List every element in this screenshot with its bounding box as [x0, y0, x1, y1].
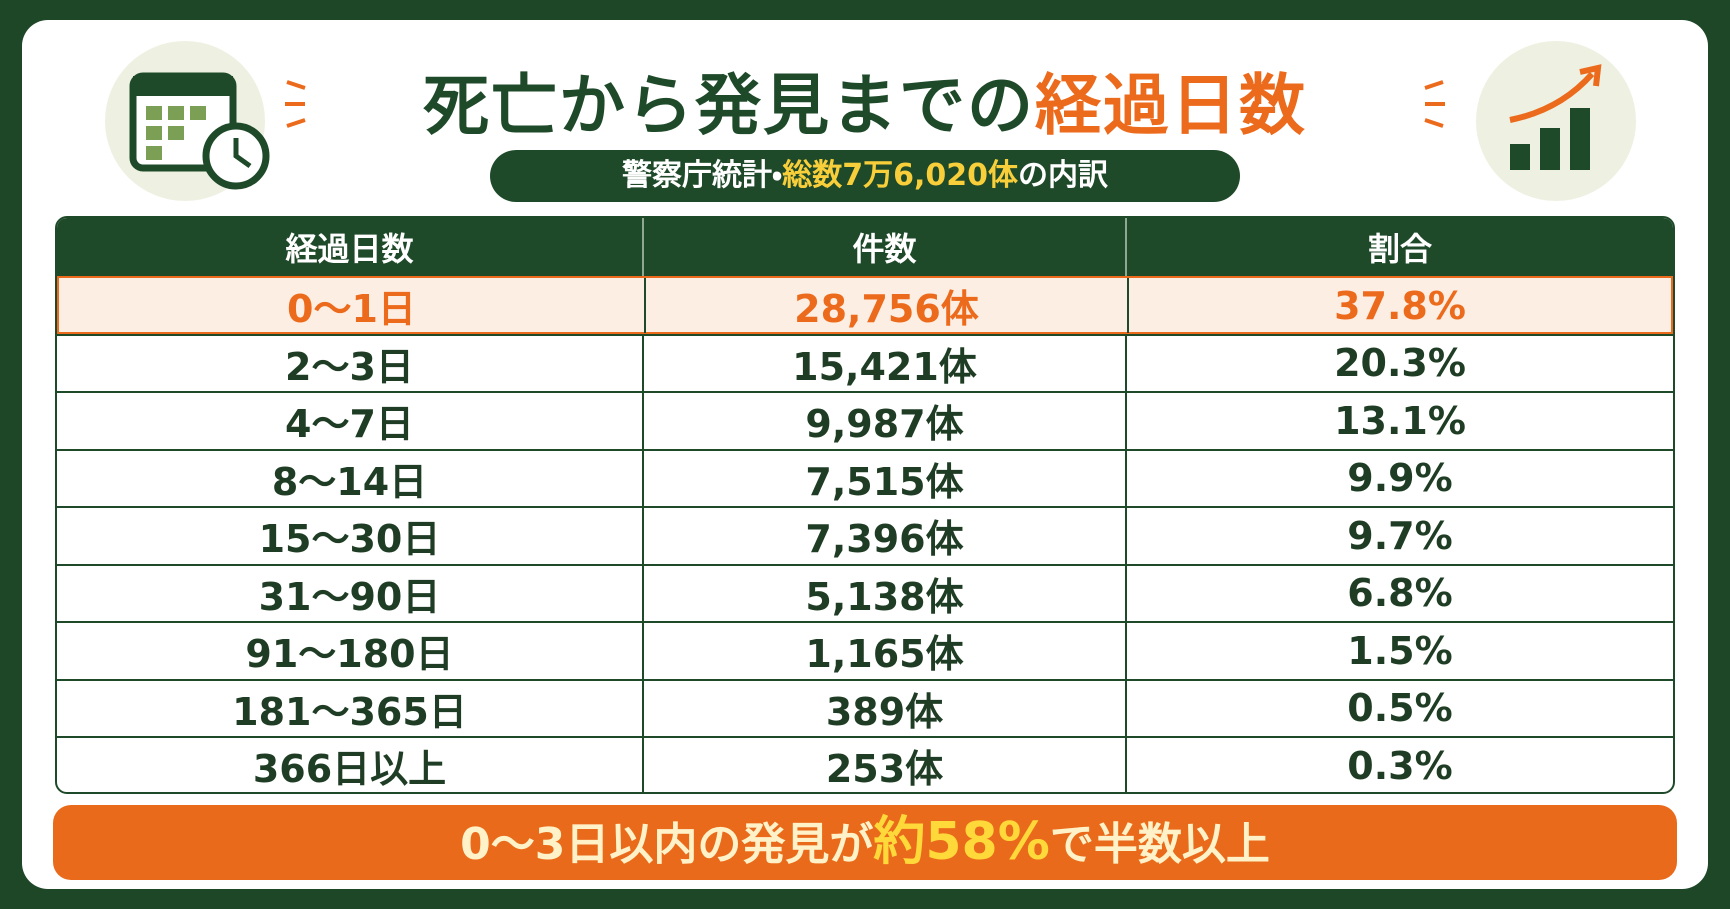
table-row: 0～1日 28,756体 37.8%	[57, 276, 1673, 334]
table-cell: 7,515体	[642, 450, 1125, 506]
table-cell: 1,165体	[642, 623, 1125, 679]
table-row: 4～7日 9,987体 13.1%	[57, 391, 1673, 449]
table-cell: 5,138体	[642, 565, 1125, 621]
table-cell: 9.7%	[1125, 508, 1673, 564]
column-header: 件数	[642, 218, 1125, 276]
calendar-top	[133, 76, 233, 96]
table-cell: 4～7日	[285, 402, 414, 447]
table-cell: 20.3%	[1125, 335, 1673, 391]
table-cell: 0～1日	[287, 287, 416, 331]
table-row: 91～180日 1,165体 1.5%	[57, 621, 1673, 679]
footer-tail: で半数以上	[1049, 819, 1270, 870]
title-main: 死亡から発見までの	[423, 67, 1035, 144]
table-row: 15～30日 7,396体 9.7%	[57, 506, 1673, 564]
table-header: 経過日数 件数 割合	[57, 218, 1673, 276]
growth-arrow	[1509, 72, 1595, 123]
column-header: 経過日数	[285, 230, 414, 268]
table-cell: 37.8%	[1127, 278, 1671, 333]
table-cell: 13.1%	[1125, 393, 1673, 449]
title: 死亡から発見までの経過日数	[0, 52, 1730, 148]
growth-bars	[1510, 108, 1590, 170]
table-cell: 9.9%	[1125, 450, 1673, 506]
table-cell: 2～3日	[285, 344, 414, 389]
table: 経過日数 件数 割合 0～1日 28,756体 37.8% 2～3日 15,421体 20.3%…	[55, 216, 1675, 794]
table-row: 181～365日 389体 0.5%	[57, 678, 1673, 736]
table-cell: 8～14日	[271, 459, 428, 504]
table-row: 2～3日 15,421体 20.3%	[57, 333, 1673, 391]
calendar-cells	[146, 106, 206, 160]
table-cell: 6.8%	[1125, 565, 1673, 621]
subtitle-accent: 総数7万6,020体	[782, 158, 1018, 193]
table-cell: 389体	[642, 680, 1125, 736]
table-cell: 1.5%	[1125, 623, 1673, 679]
table-cell: 0.3%	[1125, 738, 1673, 792]
growth-arrow-head	[1579, 64, 1602, 87]
table-row: 31～90日 5,138体 6.8%	[57, 563, 1673, 621]
table-cell: 0.5%	[1125, 680, 1673, 736]
table-cell: 9,987体	[642, 393, 1125, 449]
table-cell: 91～180日	[245, 632, 454, 677]
subtitle: 警察庁統計・総数7万6,020体の内訳	[490, 150, 1240, 202]
table-cell: 7,396体	[642, 508, 1125, 564]
table-cell: 366日以上	[252, 747, 447, 792]
table-row: 366日以上 253体 0.3%	[57, 736, 1673, 792]
footer-accent: 約58%	[873, 812, 1050, 872]
table-cell: 31～90日	[258, 574, 441, 619]
table-cell: 28,756体	[644, 278, 1127, 333]
table-row: 8～14日 7,515体 9.9%	[57, 448, 1673, 506]
title-accent: 経過日数	[1035, 67, 1307, 144]
clock-hands	[233, 138, 252, 169]
title-sparks	[285, 80, 1445, 128]
column-header: 割合	[1125, 218, 1673, 276]
subtitle-end: の内訳	[1017, 158, 1108, 193]
table-cell: 15～30日	[258, 517, 441, 562]
table-cell: 181～365日	[232, 689, 467, 734]
table-cell: 253体	[642, 738, 1125, 792]
table-cell: 15,421体	[642, 335, 1125, 391]
footer-lead: 0～3日以内の発見が	[460, 819, 874, 870]
subtitle-main: 警察庁統計・	[622, 158, 783, 193]
footer: 0～3日以内の発見が約58%で半数以上	[53, 805, 1677, 880]
